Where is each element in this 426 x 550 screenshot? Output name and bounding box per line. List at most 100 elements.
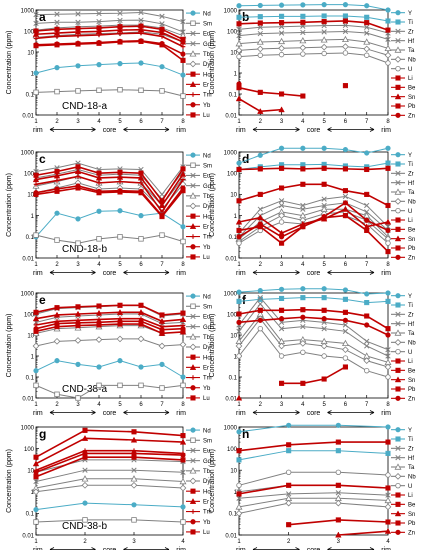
data-point-Hf xyxy=(335,490,341,496)
legend: Y Ti Zr Hf Ta Nb U Li Be Sn Pb Zn xyxy=(391,427,416,537)
y-tick-label: 0.01 xyxy=(225,113,237,119)
y-tick-label: 0.1 xyxy=(229,235,238,241)
x-tick-label: 4 xyxy=(301,402,305,408)
legend-marker-Ho xyxy=(190,71,196,77)
legend-label-Li: Li xyxy=(408,493,413,499)
data-point-Y xyxy=(342,2,349,8)
data-point-Li xyxy=(335,439,341,445)
legend-label-Nd: Nd xyxy=(203,153,211,159)
data-point-Tm xyxy=(96,180,102,186)
series-line-Zr xyxy=(238,24,389,34)
series-line-Zn xyxy=(238,316,389,336)
data-point-Dy xyxy=(32,342,40,350)
legend-marker-Ti xyxy=(395,302,401,308)
series-Hf xyxy=(236,28,391,43)
data-point-Zr xyxy=(364,202,370,209)
legend-label-Be: Be xyxy=(408,503,416,509)
data-point-Ho xyxy=(180,166,186,172)
legend-label-Pb: Pb xyxy=(408,104,416,110)
series-line-Zr xyxy=(238,296,389,351)
panel-d: 0.01 0.1 1 10 100 1000 1 2 3 4 5 6 7 8 rim core rim Conce… xyxy=(209,145,416,277)
data-point-Y xyxy=(364,291,370,297)
x-tick-label: 3 xyxy=(337,539,341,545)
legend: Nd Sm Eu Gd Tb Dy Ho Er Tm Yb Lu xyxy=(186,427,212,536)
y-tick-label: 10 xyxy=(230,50,237,56)
legend-marker-Y xyxy=(395,427,401,433)
data-point-Ti xyxy=(385,18,391,24)
legend-label-Eu: Eu xyxy=(203,315,210,321)
y-tick-label: 1000 xyxy=(21,291,35,297)
legend-label-Be: Be xyxy=(408,369,416,375)
series-line-Nb xyxy=(238,502,389,514)
data-point-Be xyxy=(236,491,242,497)
series-Lu xyxy=(33,38,186,63)
data-point-Nd xyxy=(96,364,102,370)
x-tick-label: 8 xyxy=(386,119,390,125)
data-point-Y xyxy=(385,7,391,13)
data-point-Nd xyxy=(96,62,102,68)
data-point-Zr xyxy=(236,26,242,32)
data-point-Ho xyxy=(54,305,60,311)
panel-letter: a xyxy=(39,10,46,24)
series-U xyxy=(236,50,391,66)
series-line-Zn xyxy=(238,201,389,238)
data-point-Nb xyxy=(235,46,243,54)
data-point-Li xyxy=(385,439,391,445)
data-point-Gd xyxy=(180,29,186,35)
data-point-Er xyxy=(32,176,40,183)
x-word-core: core xyxy=(307,410,321,417)
legend-marker-Y xyxy=(395,10,401,16)
data-point-Dy xyxy=(53,337,61,345)
legend-marker-Be xyxy=(395,367,401,373)
x-tick-label: 2 xyxy=(55,119,59,125)
data-point-Nb xyxy=(320,43,328,51)
data-point-Nb xyxy=(278,342,285,350)
data-point-Yb xyxy=(33,469,39,475)
legend-label-Ti: Ti xyxy=(408,303,413,309)
data-point-Be xyxy=(342,188,348,194)
series-line-Gd xyxy=(35,469,184,482)
data-point-Nd xyxy=(138,60,144,66)
data-point-Be xyxy=(342,364,348,370)
legend-marker-Zr xyxy=(395,28,401,34)
x-tick-label: 7 xyxy=(365,262,369,268)
data-point-U xyxy=(385,472,391,478)
legend-label-Nd: Nd xyxy=(203,428,211,434)
data-point-Nb xyxy=(342,43,349,51)
legend-marker-Dy xyxy=(189,60,197,68)
data-point-Tm xyxy=(138,30,144,36)
legend-label-Zn: Zn xyxy=(408,397,415,403)
legend-label-Nb: Nb xyxy=(408,200,416,206)
legend-marker-Eu xyxy=(190,172,196,179)
data-point-Sm xyxy=(131,517,137,523)
data-point-Tm xyxy=(54,34,60,39)
legend-label-Pb: Pb xyxy=(408,521,416,527)
data-point-Tm xyxy=(180,177,186,182)
data-point-Y xyxy=(300,145,306,151)
series-Zn xyxy=(236,314,391,338)
data-point-Tb xyxy=(81,475,89,482)
data-point-Zn xyxy=(257,221,263,227)
data-point-Y xyxy=(364,150,370,156)
data-point-Be xyxy=(300,181,306,187)
y-tick-label: 1000 xyxy=(224,150,238,156)
x-word-rim-left: rim xyxy=(236,270,246,277)
legend-marker-Gd xyxy=(190,182,196,189)
data-point-Hf xyxy=(278,202,285,209)
panel-c: 0.01 0.1 1 10 100 1000 1 2 3 4 5 6 7 8 rim core rim Conce… xyxy=(6,150,212,277)
data-point-Dy xyxy=(179,341,187,348)
data-point-Sm xyxy=(75,395,81,401)
x-tick-label: 1 xyxy=(34,539,38,545)
data-point-U xyxy=(321,50,327,57)
series-Nb xyxy=(235,43,392,59)
y-tick-label: 0.1 xyxy=(229,92,238,98)
x-tick-label: 3 xyxy=(280,262,284,268)
data-point-Y xyxy=(364,3,370,9)
data-point-Gd xyxy=(33,478,39,485)
data-point-Li xyxy=(364,166,370,173)
plot-frame xyxy=(35,426,184,536)
data-point-Pb xyxy=(342,213,348,219)
legend-marker-Hf xyxy=(395,180,401,186)
legend-label-Hf: Hf xyxy=(408,181,414,187)
data-point-Sn xyxy=(257,107,264,114)
